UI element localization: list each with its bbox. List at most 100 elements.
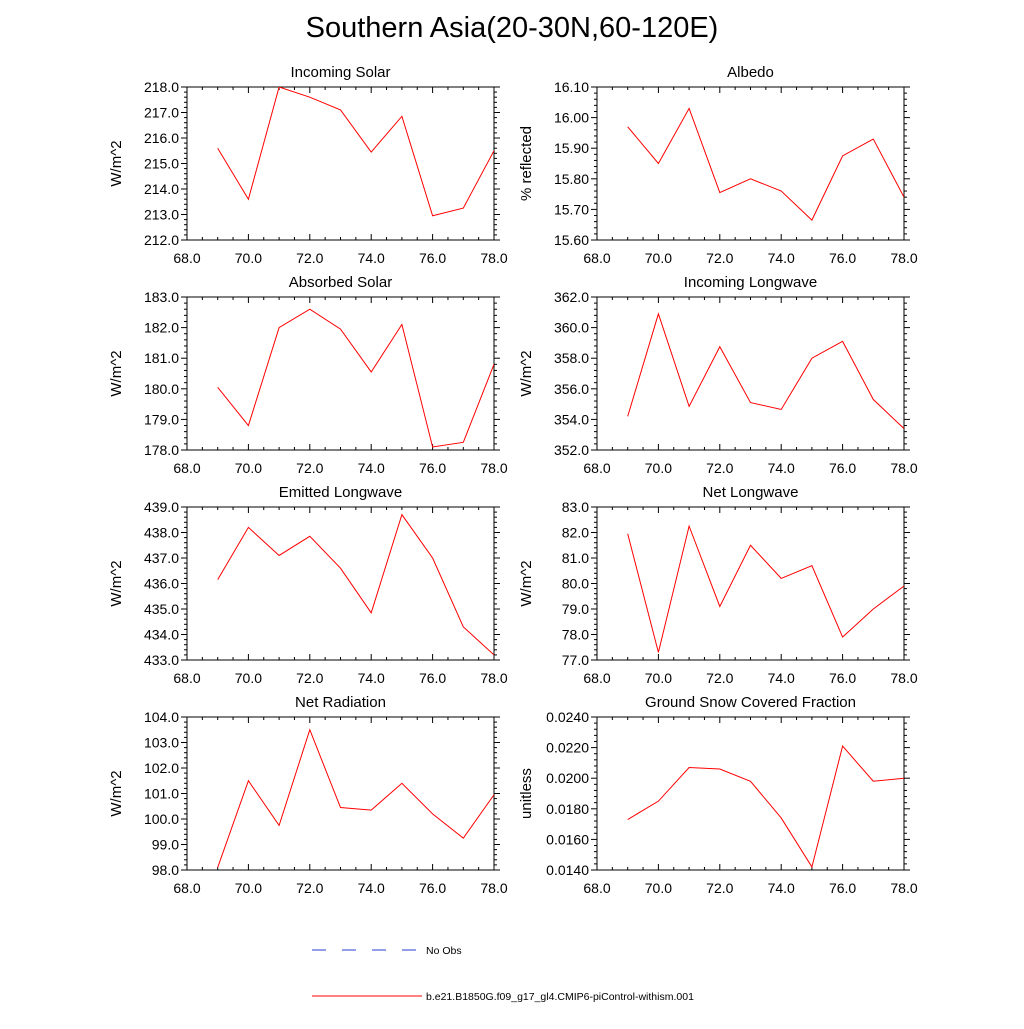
panel-absorbed-solar: Absorbed Solar 68.0 70.0 72.0 74.0 76.0 78.0 17… — [108, 274, 508, 476]
plot-frame — [596, 86, 905, 241]
x-tick-label: 78.0 — [890, 670, 917, 686]
y-tick-label: 15.80 — [554, 171, 589, 187]
y-axis-label: W/m^2 — [108, 560, 125, 606]
y-tick-label: 77.0 — [562, 652, 589, 668]
y-tick-label: 79.0 — [562, 601, 589, 617]
y-tick-label: 179.0 — [144, 411, 179, 427]
y-tick-label: 102.0 — [144, 760, 179, 776]
plot-frame — [186, 296, 495, 451]
x-tick-label: 78.0 — [480, 460, 507, 476]
y-tick-label: 435.0 — [144, 601, 179, 617]
x-tick-label: 70.0 — [645, 460, 672, 476]
x-tick-label: 72.0 — [296, 460, 323, 476]
x-tick-label: 76.0 — [419, 880, 446, 896]
series-line — [217, 513, 494, 656]
y-tick-label: 180.0 — [144, 381, 179, 397]
x-tick-label: 72.0 — [706, 250, 733, 266]
y-tick-label: 15.60 — [554, 232, 589, 248]
panel-title: Absorbed Solar — [289, 274, 392, 291]
y-tick-label: 80.0 — [562, 576, 589, 592]
x-tick-label: 74.0 — [358, 670, 385, 686]
x-tick-label: 74.0 — [358, 250, 385, 266]
plot-frame — [596, 716, 905, 871]
panel-emitted-longwave: Emitted Longwave 68.0 70.0 72.0 74.0 76.0 78.0… — [108, 484, 508, 686]
x-tick-label: 68.0 — [583, 460, 610, 476]
y-axis-label: W/m^2 — [518, 350, 535, 396]
y-axis-label: unitless — [518, 768, 535, 819]
legend: No Obs b.e21.B1850G.f09_g17_gl4.CMIP6-piC… — [312, 945, 694, 1003]
x-tick-label: 78.0 — [890, 460, 917, 476]
y-tick-label: 433.0 — [144, 652, 179, 668]
y-tick-label: 0.0220 — [546, 740, 589, 756]
x-tick-label: 72.0 — [706, 880, 733, 896]
series-line — [627, 107, 904, 221]
x-tick-label: 70.0 — [645, 670, 672, 686]
panel-net-radiation: Net Radiation 68.0 70.0 72.0 74.0 76.0 78.0 98.… — [108, 694, 508, 896]
x-tick-label: 70.0 — [645, 250, 672, 266]
x-tick-label: 72.0 — [706, 670, 733, 686]
legend-model-label: b.e21.B1850G.f09_g17_gl4.CMIP6-piControl… — [426, 991, 694, 1003]
panel-title: Net Longwave — [703, 484, 799, 501]
x-tick-label: 74.0 — [358, 880, 385, 896]
x-tick-label: 76.0 — [419, 460, 446, 476]
x-tick-label: 72.0 — [296, 670, 323, 686]
x-tick-label: 76.0 — [419, 670, 446, 686]
x-tick-label: 70.0 — [645, 880, 672, 896]
panel-title: Incoming Solar — [290, 64, 390, 81]
x-tick-label: 74.0 — [768, 460, 795, 476]
x-tick-label: 78.0 — [480, 880, 507, 896]
series-line — [627, 745, 904, 869]
x-tick-label: 78.0 — [890, 880, 917, 896]
x-tick-label: 68.0 — [583, 880, 610, 896]
y-tick-label: 100.0 — [144, 811, 179, 827]
x-tick-label: 76.0 — [829, 460, 856, 476]
y-tick-label: 438.0 — [144, 525, 179, 541]
y-tick-label: 15.70 — [554, 201, 589, 217]
y-tick-label: 434.0 — [144, 627, 179, 643]
panel-title: Emitted Longwave — [279, 484, 402, 501]
x-tick-label: 68.0 — [173, 460, 200, 476]
x-tick-label: 76.0 — [829, 670, 856, 686]
x-tick-label: 72.0 — [706, 460, 733, 476]
x-tick-label: 72.0 — [296, 880, 323, 896]
y-tick-label: 103.0 — [144, 735, 179, 751]
y-axis-label: W/m^2 — [518, 560, 535, 606]
y-tick-label: 218.0 — [144, 79, 179, 95]
y-tick-label: 352.0 — [554, 442, 589, 458]
y-tick-label: 15.90 — [554, 140, 589, 156]
x-tick-label: 76.0 — [829, 250, 856, 266]
y-tick-label: 354.0 — [554, 411, 589, 427]
y-tick-label: 98.0 — [152, 862, 179, 878]
y-tick-label: 0.0160 — [546, 831, 589, 847]
y-tick-label: 212.0 — [144, 232, 179, 248]
series-line — [627, 312, 904, 429]
x-tick-label: 68.0 — [583, 250, 610, 266]
x-tick-label: 70.0 — [235, 460, 262, 476]
y-tick-label: 0.0240 — [546, 709, 589, 725]
x-tick-label: 68.0 — [173, 880, 200, 896]
y-tick-label: 183.0 — [144, 289, 179, 305]
x-tick-label: 78.0 — [480, 670, 507, 686]
panel-title: Ground Snow Covered Fraction — [645, 694, 856, 711]
y-tick-label: 81.0 — [562, 550, 589, 566]
y-tick-label: 99.0 — [152, 837, 179, 853]
y-axis-label: W/m^2 — [108, 140, 125, 186]
y-tick-label: 0.0180 — [546, 801, 589, 817]
legend-obs-label: No Obs — [426, 945, 462, 957]
figure-title: Southern Asia(20-30N,60-120E) — [305, 12, 719, 44]
x-tick-label: 70.0 — [235, 670, 262, 686]
y-tick-label: 436.0 — [144, 576, 179, 592]
y-tick-label: 213.0 — [144, 207, 179, 223]
y-tick-label: 82.0 — [562, 525, 589, 541]
panel-title: Albedo — [727, 64, 774, 81]
x-tick-label: 68.0 — [173, 670, 200, 686]
x-tick-label: 74.0 — [358, 460, 385, 476]
series-line — [217, 728, 494, 868]
y-tick-label: 101.0 — [144, 786, 179, 802]
y-tick-label: 16.10 — [554, 79, 589, 95]
panel-title: Incoming Longwave — [684, 274, 817, 291]
x-tick-label: 78.0 — [480, 250, 507, 266]
panel-incoming-longwave: Incoming Longwave 68.0 70.0 72.0 74.0 76.0 78.… — [518, 274, 918, 476]
